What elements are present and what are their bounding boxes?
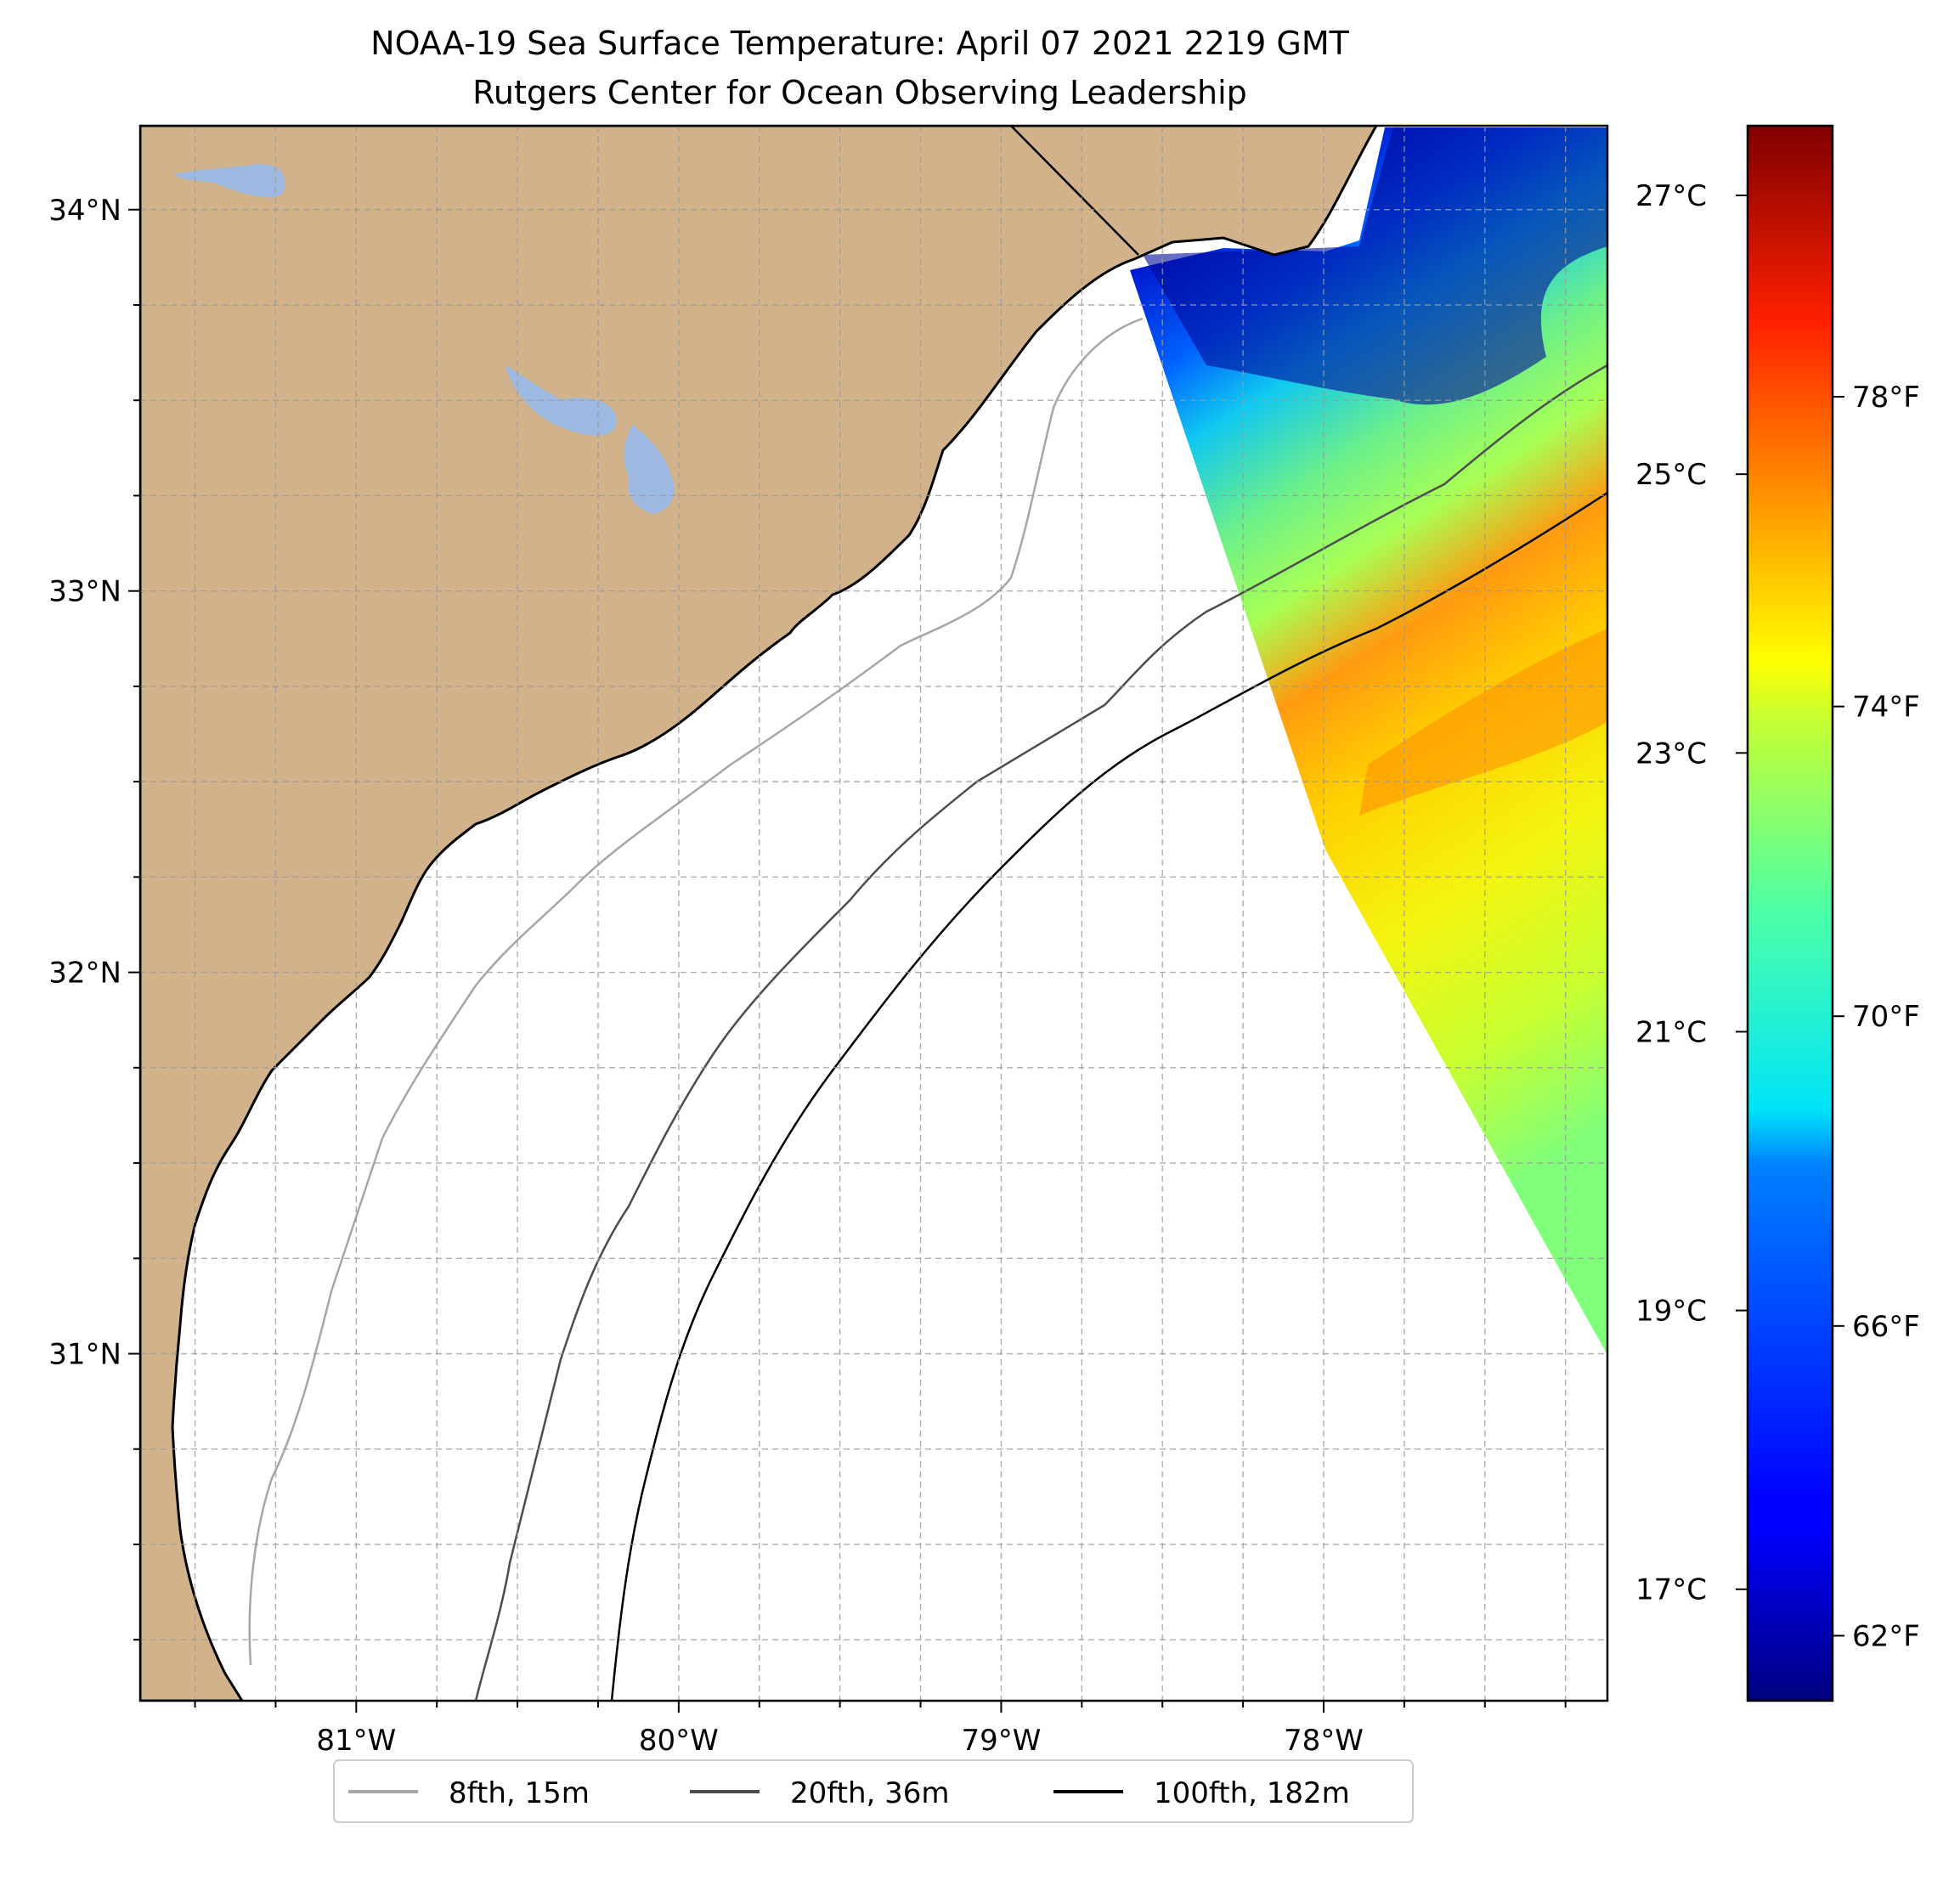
sst-warm-patch [1359, 629, 1607, 816]
figure-title-line2: Rutgers Center for Ocean Observing Leade… [472, 74, 1247, 111]
latitude-axis: 34°N 33°N 32°N 31°N [48, 194, 140, 1641]
fahrenheit-tick-label: 78°F [1852, 381, 1920, 415]
state-border [1010, 126, 1139, 256]
lat-tick-label: 33°N [48, 575, 121, 609]
legend-label-8fth: 8fth, 15m [449, 1776, 590, 1810]
sst-cold-core [1143, 127, 1607, 405]
lake-moultrie [624, 425, 675, 514]
lon-tick-label: 78°W [1284, 1724, 1364, 1758]
lat-tick-label: 31°N [48, 1337, 121, 1371]
contour-8fth [248, 317, 1144, 1666]
lon-tick-label: 80°W [639, 1724, 719, 1758]
lat-tick-label: 32°N [48, 957, 121, 991]
lake-north [174, 164, 286, 198]
map-panel [140, 126, 1607, 1701]
contour-20fth [474, 364, 1607, 1701]
graticule [140, 126, 1607, 1701]
fahrenheit-tick-label: 66°F [1852, 1310, 1920, 1344]
celsius-tick-label: 17°C [1635, 1573, 1707, 1607]
colorbar-celsius-ticks: 17°C 19°C 21°C 23°C 25°C 27°C [1635, 179, 1748, 1607]
celsius-tick-label: 27°C [1635, 179, 1707, 213]
celsius-tick-label: 25°C [1635, 458, 1707, 492]
sst-swath [1130, 127, 1607, 1355]
land-mass [140, 126, 1378, 1701]
map-frame [138, 124, 1609, 1702]
celsius-tick-label: 19°C [1635, 1295, 1707, 1329]
lon-tick-label: 79°W [961, 1724, 1041, 1758]
celsius-tick-label: 23°C [1635, 737, 1707, 771]
legend-label-100fth: 100fth, 182m [1154, 1776, 1350, 1810]
colorbar: 17°C 19°C 21°C 23°C 25°C 27°C 62°F 66°F 70°F 74°… [1635, 124, 1920, 1702]
legend-label-20fth: 20fth, 36m [790, 1776, 950, 1810]
colorbar-gradient [1746, 124, 1834, 1702]
fahrenheit-tick-label: 62°F [1852, 1619, 1920, 1653]
longitude-axis: 81°W 80°W 79°W 78°W [194, 1701, 1567, 1758]
lon-tick-label: 81°W [316, 1724, 396, 1758]
figure-title-line1: NOAA-19 Sea Surface Temperature: April 0… [370, 25, 1349, 62]
fahrenheit-tick-label: 74°F [1852, 691, 1920, 725]
fahrenheit-tick-label: 70°F [1852, 1000, 1920, 1034]
legend: 8fth, 15m 20fth, 36m 100fth, 182m [333, 1759, 1414, 1823]
lat-tick-label: 34°N [48, 194, 121, 228]
celsius-tick-label: 21°C [1635, 1015, 1707, 1049]
legend-box [333, 1759, 1414, 1823]
colorbar-fahrenheit-ticks: 62°F 66°F 70°F 74°F 78°F [1833, 381, 1920, 1653]
